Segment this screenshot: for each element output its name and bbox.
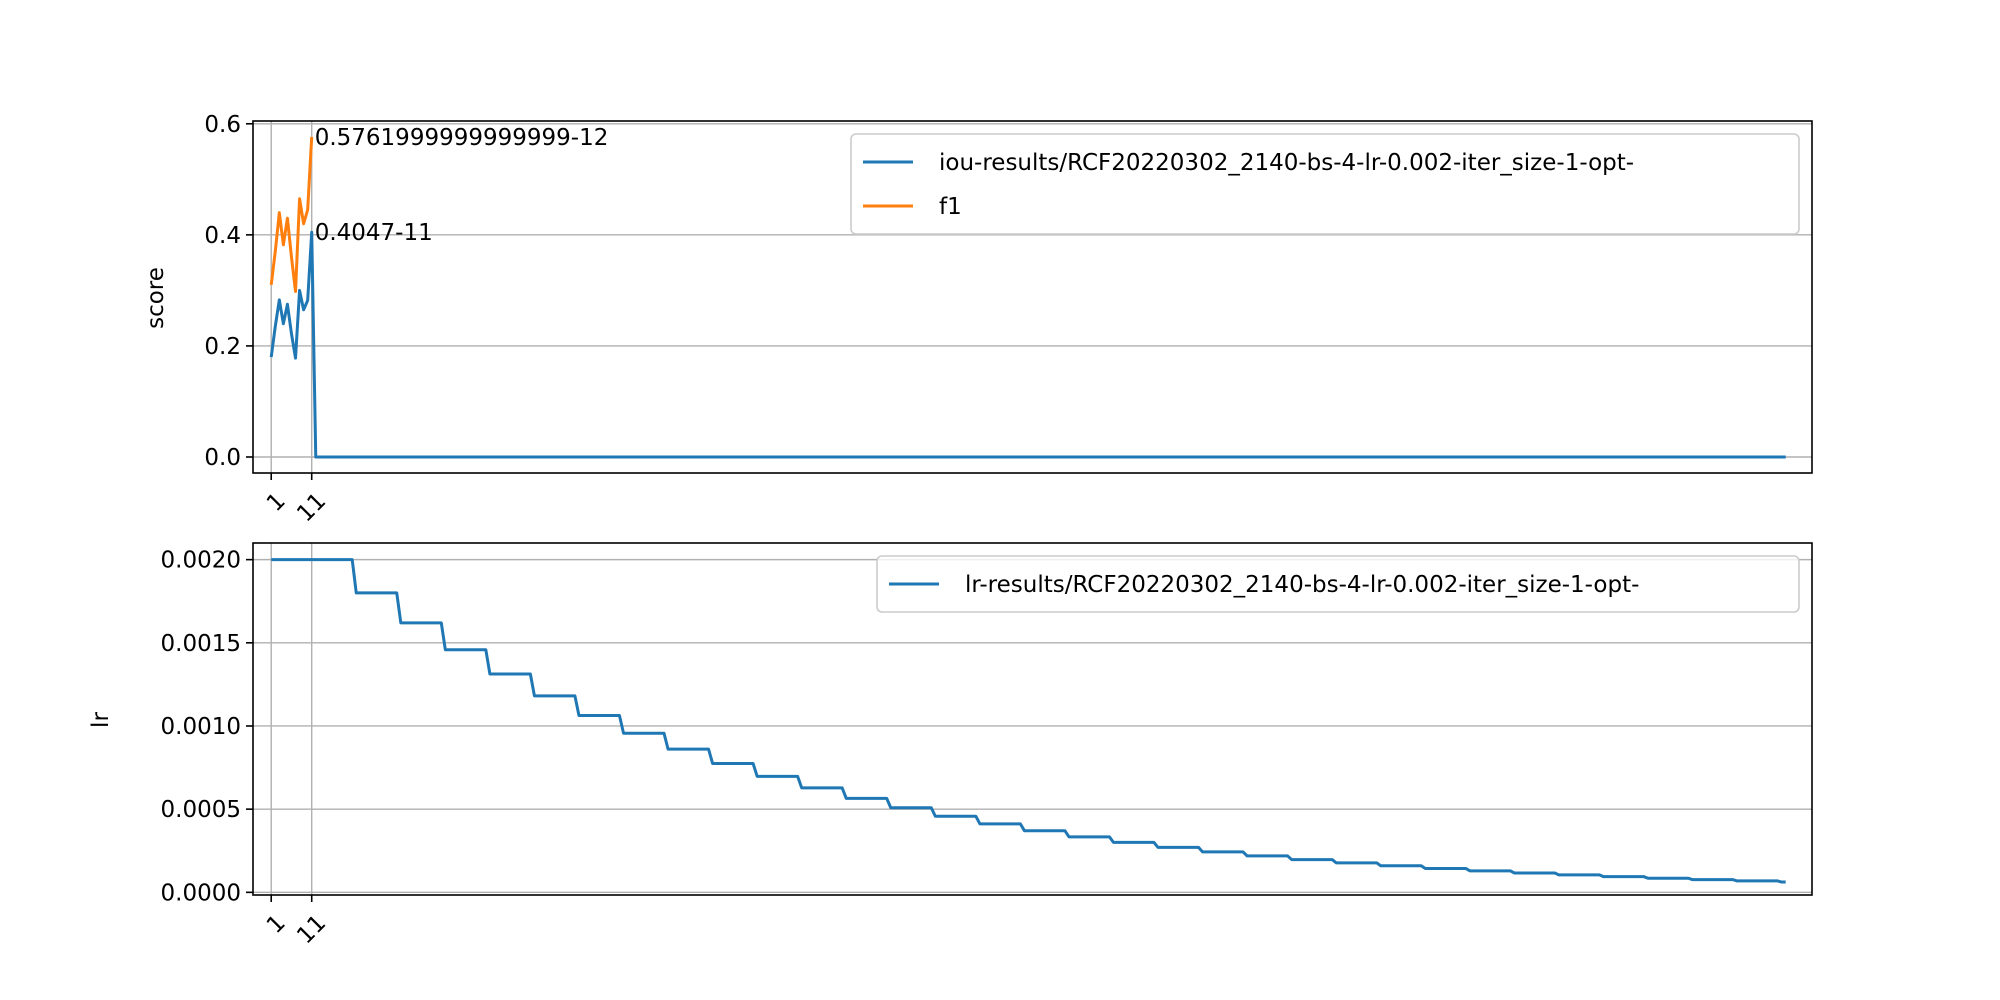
score-axes-frame [252, 120, 1813, 474]
score-annotation: 0.5761999999999999-12 [315, 125, 609, 151]
score-annotations: 0.5761999999999999-12 0.4047-11 [315, 125, 609, 246]
score-legend: iou-results/RCF20220302_2140-bs-4-lr-0.0… [850, 133, 1800, 235]
score-legend-label: iou-results/RCF20220302_2140-bs-4-lr-0.0… [939, 150, 1634, 176]
score-ylabel: score [143, 267, 169, 329]
lr-ytick-label: 0.0005 [161, 797, 241, 823]
lr-series-line-1 [271, 558, 1786, 884]
lr-legend-label: lr-results/RCF20220302_2140-bs-4-lr-0.00… [965, 572, 1639, 598]
lr-ytick-label: 0.0000 [161, 880, 241, 906]
score-legend-box [850, 133, 1800, 235]
score-ytick-label: 0.0 [204, 445, 241, 471]
lr-legend-box [876, 555, 1800, 613]
score-series [269, 136, 1786, 459]
score-ytick-label: 0.2 [204, 334, 241, 360]
lr-series [271, 558, 1786, 884]
score-annotation: 0.4047-11 [315, 220, 433, 246]
score-subplot: 0.00.20.40.61 11 0.5761999999999999-120.4… [143, 112, 1813, 527]
score-legend-label: f1 [939, 194, 962, 220]
lr-ylabel: lr [88, 712, 114, 728]
score-series-line-1 [269, 230, 1786, 459]
lr-ytick-label: 0.0015 [161, 631, 241, 657]
lr-legend: lr-results/RCF20220302_2140-bs-4-lr-0.00… [876, 555, 1800, 613]
score-ytick-label: 0.6 [204, 112, 241, 138]
lr-axes-frame [252, 542, 1813, 896]
score-series-line-2 [269, 136, 314, 293]
lr-ytick-label: 0.0010 [161, 714, 241, 740]
lr-ytick-label: 0.0020 [161, 548, 241, 574]
score-ytick-label: 0.4 [204, 223, 241, 249]
